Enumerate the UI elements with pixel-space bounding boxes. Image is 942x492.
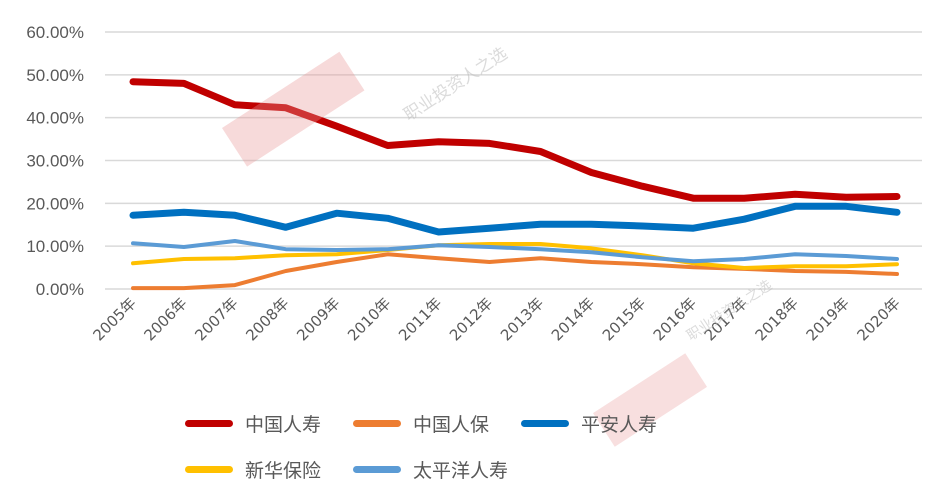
line-chart: 0.00% 10.00% 20.00% 30.00% 40.00% 50.00% 60.00… xyxy=(26,23,922,344)
x-tick-label: 2007年 xyxy=(191,294,241,344)
legend-swatch xyxy=(521,419,570,427)
legend-label: 中国人寿 xyxy=(245,413,322,436)
legend-row-2: 新华保险 太平洋人寿 xyxy=(185,446,785,492)
legend-label: 平安人寿 xyxy=(581,413,658,436)
series-line xyxy=(131,252,899,291)
legend-label: 中国人保 xyxy=(413,413,490,436)
x-tick-label: 2019年 xyxy=(803,294,853,344)
legend-label: 新华保险 xyxy=(245,459,322,482)
y-tick-label: 10.00% xyxy=(26,237,84,256)
legend-swatch xyxy=(353,419,402,427)
y-tick-label: 20.00% xyxy=(26,194,84,213)
y-tick-label: 40.00% xyxy=(26,109,84,128)
y-tick-label: 60.00% xyxy=(26,23,84,42)
y-axis-labels: 0.00% 10.00% 20.00% 30.00% 40.00% 50.00% 60.00… xyxy=(26,23,84,299)
legend-swatch xyxy=(185,465,233,473)
x-tick-label: 2020年 xyxy=(853,294,903,344)
series-line xyxy=(131,239,899,264)
x-tick-label: 2008年 xyxy=(242,294,292,344)
legend-item-cpic-life: 太平洋人寿 xyxy=(353,456,508,483)
legend-row-1: 中国人寿 中国人保 平安人寿 xyxy=(185,400,785,446)
gridlines xyxy=(105,31,922,290)
x-tick-label: 2005年 xyxy=(89,294,139,344)
x-tick-label: 2012年 xyxy=(446,294,496,344)
x-tick-label: 2015年 xyxy=(599,294,649,344)
x-axis-labels: 2005年 2006年 2007年 2008年 2009年 2010年 2011年 2012年… xyxy=(89,294,903,344)
chart-legend: 中国人寿 中国人保 平安人寿 新华保险 太平洋人寿 xyxy=(185,400,785,492)
legend-swatch xyxy=(185,419,233,427)
legend-item-picc: 中国人保 xyxy=(353,410,489,437)
legend-label: 太平洋人寿 xyxy=(413,459,509,482)
y-tick-label: 30.00% xyxy=(26,152,84,171)
series-lines xyxy=(129,78,901,291)
series-line xyxy=(129,78,901,202)
x-tick-label: 2010年 xyxy=(344,294,394,344)
legend-item-ping-an-life: 平安人寿 xyxy=(521,410,657,437)
x-tick-label: 2013年 xyxy=(497,294,547,344)
legend-item-new-china-life: 新华保险 xyxy=(185,456,321,483)
legend-item-china-life: 中国人寿 xyxy=(185,410,321,437)
x-tick-label: 2006年 xyxy=(140,294,190,344)
x-tick-label: 2014年 xyxy=(548,294,598,344)
series-line xyxy=(131,242,899,270)
x-tick-label: 2011年 xyxy=(395,294,445,344)
legend-swatch xyxy=(353,465,402,473)
y-tick-label: 0.00% xyxy=(36,280,84,299)
x-tick-label: 2009年 xyxy=(293,294,343,344)
y-tick-label: 50.00% xyxy=(26,66,84,85)
series-line xyxy=(129,202,901,236)
